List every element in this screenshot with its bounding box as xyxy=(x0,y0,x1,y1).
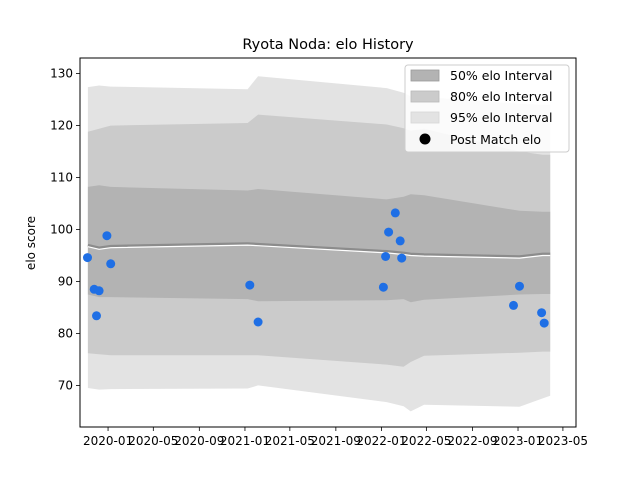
plot-frame xyxy=(79,57,577,428)
y-tick-label: 110 xyxy=(50,171,73,185)
mean-highlight-line xyxy=(87,244,551,259)
mean-line xyxy=(87,242,551,258)
y-tick-label: 90 xyxy=(58,274,73,288)
x-tick-label: 2020-05 xyxy=(128,434,178,448)
legend-swatch-95 xyxy=(410,111,440,124)
post-match-point xyxy=(253,317,263,327)
y-tick-label: 120 xyxy=(50,119,73,133)
legend-swatch-80 xyxy=(410,90,440,103)
post-match-point xyxy=(509,300,518,310)
legend-label-95: 95% elo Interval xyxy=(450,110,552,125)
post-match-point xyxy=(381,252,391,261)
post-match-point xyxy=(384,227,394,237)
post-match-point xyxy=(92,311,101,321)
y-tick-label: 80 xyxy=(58,326,73,340)
post-match-point xyxy=(395,236,405,246)
mean-lines xyxy=(87,242,551,259)
post-match-point xyxy=(378,282,388,292)
x-tick-label: 2022-05 xyxy=(401,434,451,448)
post-match-point xyxy=(537,308,547,318)
y-tick-label: 130 xyxy=(50,67,73,81)
y-tick-label: 100 xyxy=(50,223,73,237)
x-tick-label: 2020-09 xyxy=(174,434,224,448)
x-tick-label: 2021-09 xyxy=(311,434,361,448)
post-match-point xyxy=(397,253,407,263)
post-match-point xyxy=(94,286,104,296)
legend: 50% elo Interval 80% elo Interval 95% el… xyxy=(404,64,570,153)
legend-label-80: 80% elo Interval xyxy=(450,89,552,104)
x-tick-label: 2021-01 xyxy=(220,434,270,448)
post-match-point xyxy=(102,231,112,241)
x-tick-label: 2023-01 xyxy=(493,434,543,448)
x-tick-label: 2022-01 xyxy=(356,434,406,448)
x-tick-label: 2020-01 xyxy=(83,434,133,448)
post-match-point xyxy=(390,208,400,218)
interval-bands xyxy=(87,76,551,412)
legend-label-points: Post Match elo xyxy=(450,132,541,147)
post-match-point xyxy=(245,280,255,290)
post-match-points xyxy=(83,208,549,328)
legend-swatch-50 xyxy=(410,69,440,82)
band-50 xyxy=(87,185,551,303)
y-axis-label: elo score xyxy=(24,216,38,270)
post-match-point xyxy=(83,253,92,263)
legend-box xyxy=(404,64,570,153)
post-match-point xyxy=(515,281,524,291)
post-match-point xyxy=(539,318,549,328)
legend-label-50: 50% elo Interval xyxy=(450,68,552,83)
x-tick-label: 2022-09 xyxy=(447,434,497,448)
legend-marker-points xyxy=(419,133,431,145)
y-axis: 70 80 90 100 110 120 130 xyxy=(50,67,80,392)
post-match-point xyxy=(106,259,116,269)
x-tick-label: 2023-05 xyxy=(538,434,588,448)
y-tick-label: 70 xyxy=(58,378,73,392)
x-tick-label: 2021-05 xyxy=(265,434,315,448)
chart-title: Ryota Noda: elo History xyxy=(242,37,414,53)
x-axis: 2020-012020-052020-092021-012021-052021-… xyxy=(83,427,588,448)
